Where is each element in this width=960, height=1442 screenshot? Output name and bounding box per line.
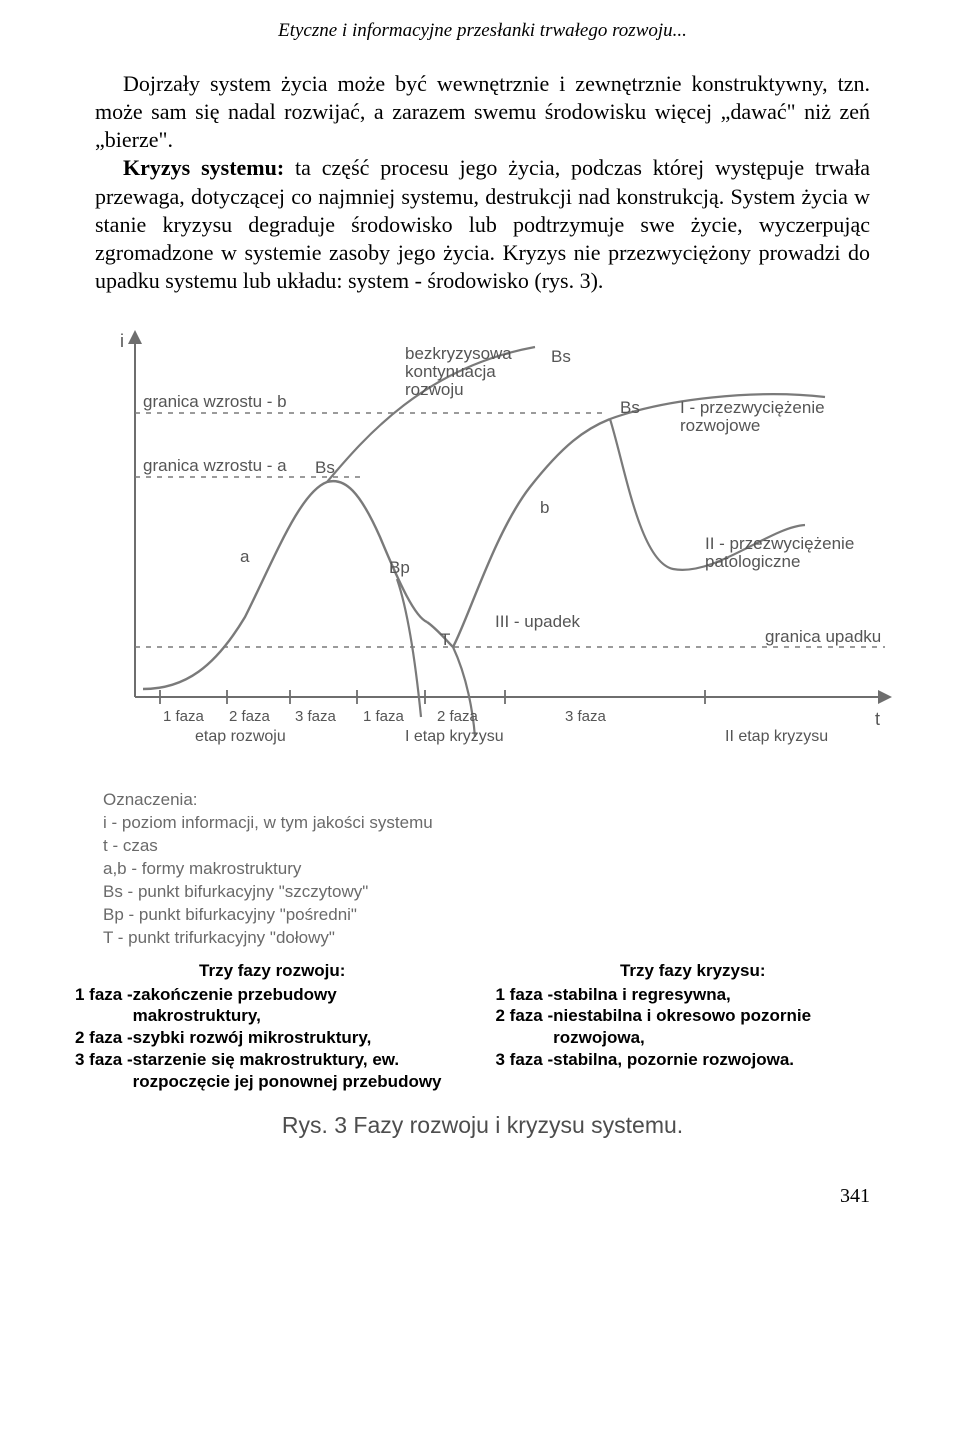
label-b: b (540, 498, 549, 517)
figure-caption: Rys. 3 Fazy rozwoju i kryzysu systemu. (95, 1112, 870, 1139)
xlab-1: 1 faza (163, 708, 205, 725)
label-bezkryzysowa: bezkryzysowa kontynuacja rozwoju (405, 344, 517, 399)
phase-col-kryzysu: Trzy fazy kryzysu: 1 faza - stabilna i r… (496, 960, 891, 1093)
pr-r2-txt: niestabilna i okresowo pozornie rozwojow… (553, 1005, 890, 1049)
label-Bp: Bp (389, 558, 410, 577)
pr-r3-txt: stabilna, pozornie rozwojowa. (553, 1049, 794, 1071)
legend-item-2: a,b - formy makrostruktury (103, 858, 870, 881)
body-paragraph: Dojrzały system życia może być wewnętrzn… (95, 70, 870, 295)
label-III: III - upadek (495, 612, 581, 631)
pr-r1-lab: 1 faza - (496, 984, 554, 1006)
pl-r3-txt: starzenie się makrostruktury, ew. rozpoc… (133, 1049, 470, 1093)
legend-item-1: t - czas (103, 835, 870, 858)
legend-item-3: Bs - punkt bifurkacyjny "szczytowy" (103, 881, 870, 904)
xlab-2: 2 faza (229, 708, 271, 725)
label-I: I - przezwyciężenie rozwojowe (680, 398, 829, 435)
label-II: II - przezwyciężenie patologiczne (705, 534, 859, 571)
figure-3: i t granica wzrostu - b granica wzrostu … (65, 317, 900, 777)
para-lead: Kryzys systemu: (123, 155, 284, 180)
stage-left: etap rozwoju (195, 728, 286, 745)
legend-title: Oznaczenia: (103, 789, 870, 812)
pl-r2-txt: szybki rozwój mikrostruktury, (133, 1027, 372, 1049)
pr-r2-lab: 2 faza - (496, 1005, 554, 1049)
label-granica-a: granica wzrostu - a (143, 456, 287, 475)
axis-x-label: t (875, 709, 880, 729)
xlab-3: 3 faza (295, 708, 337, 725)
label-granica-b: granica wzrostu - b (143, 392, 287, 411)
label-T: T (440, 630, 450, 649)
pl-r1-txt: zakończenie przebudowy makrostruktury, (133, 984, 470, 1028)
stage-right: II etap kryzysu (725, 728, 828, 745)
phase-left-header: Trzy fazy rozwoju: (75, 960, 470, 982)
legend-item-0: i - poziom informacji, w tym jakości sys… (103, 812, 870, 835)
xlab-4: 1 faza (363, 708, 405, 725)
xlab-5: 2 faza (437, 708, 479, 725)
para-1: Dojrzały system życia może być wewnętrzn… (95, 71, 870, 152)
legend-item-5: T - punkt trifurkacyjny "dołowy" (103, 927, 870, 950)
pr-r3-lab: 3 faza - (496, 1049, 554, 1071)
label-granica-upadku: granica upadku (765, 627, 881, 646)
pr-r1-txt: stabilna i regresywna, (553, 984, 731, 1006)
phase-right-header: Trzy fazy kryzysu: (496, 960, 891, 982)
label-Bs-1: Bs (315, 458, 335, 477)
legend: Oznaczenia: i - poziom informacji, w tym… (103, 789, 870, 950)
legend-item-4: Bp - punkt bifurkacyjny "pośredni" (103, 904, 870, 927)
pl-r3-lab: 3 faza - (75, 1049, 133, 1093)
pl-r2-lab: 2 faza - (75, 1027, 133, 1049)
xlab-6: 3 faza (565, 708, 607, 725)
label-Bs-top: Bs (551, 347, 571, 366)
stage-mid: I etap kryzysu (405, 728, 504, 745)
running-head: Etyczne i informacyjne przesłanki trwałe… (95, 20, 870, 42)
pl-r1-lab: 1 faza - (75, 984, 133, 1028)
phase-columns: Trzy fazy rozwoju: 1 faza - zakończenie … (75, 960, 890, 1093)
label-a: a (240, 547, 250, 566)
axis-y-label: i (120, 331, 124, 351)
phase-col-rozwoju: Trzy fazy rozwoju: 1 faza - zakończenie … (75, 960, 470, 1093)
label-Bs-2: Bs (620, 398, 640, 417)
page-number: 341 (95, 1185, 870, 1208)
